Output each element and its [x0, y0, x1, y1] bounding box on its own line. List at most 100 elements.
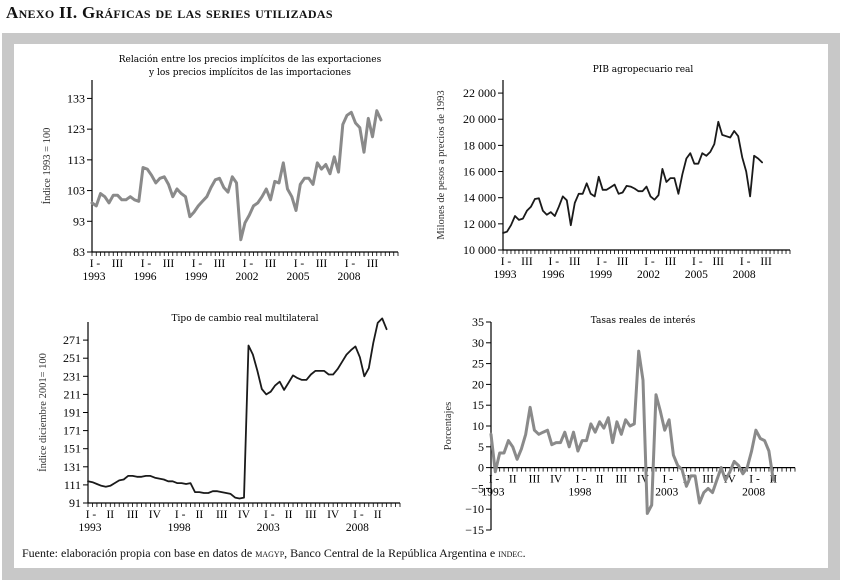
chart3-y-tick-label: 211: [63, 387, 81, 401]
page-heading: Anexo II. Gráficas de las series utiliza…: [6, 3, 333, 23]
chart4-y-tick-label: −10: [465, 502, 484, 516]
chart1-x-year-label: 2002: [236, 271, 259, 283]
chart1-y-tick-label: 123: [67, 122, 85, 136]
chart4-x-tick-label: I -: [576, 474, 587, 486]
chart2-x-tick-label: I -: [692, 256, 703, 268]
chart3-x-year-label: 2008: [346, 522, 369, 534]
chart3-x-tick-label: III: [305, 509, 317, 521]
chart2-x-tick-label: I -: [501, 256, 512, 268]
chart1-x-year-label: 1996: [134, 271, 157, 283]
chart4-x-tick-label: I -: [749, 474, 760, 486]
chart2-x-year-label: 1999: [589, 269, 612, 281]
chart4-y-tick-label: −5: [471, 481, 484, 495]
chart3-y-tick-label: 91: [69, 496, 81, 510]
source-text-3: .: [522, 546, 526, 560]
chart3-x-tick-label: I -: [353, 509, 364, 521]
chart3-y-tick-label: 171: [63, 424, 81, 438]
chart1-y-axis-label: Índice 1993 = 100: [41, 128, 53, 205]
chart4-x-year-label: 2008: [742, 487, 765, 499]
source-text-1: Fuente: elaboración propia con base en d…: [22, 546, 256, 560]
chart2-x-year-label: 2008: [733, 269, 756, 281]
chart1-x-tick-label: III: [316, 258, 328, 270]
chart3-x-tick-label: IV: [327, 509, 340, 521]
chart4-x-year-label: 2003: [655, 487, 678, 499]
chart2-y-tick-label: 22 000: [463, 86, 496, 100]
chart2-x-tick-label: I -: [644, 256, 655, 268]
chart3-y-tick-label: 111: [64, 478, 81, 492]
chart1-x-tick-label: III: [265, 258, 277, 270]
chart1-x-tick-label: III: [163, 258, 175, 270]
chart4-x-year-label: 1993: [482, 487, 505, 499]
chart3-series-line: [87, 317, 388, 500]
chart1-x-tick-label: I -: [192, 258, 203, 270]
chart2-x-tick-label: III: [665, 256, 677, 268]
chart2-x-tick-label: I -: [596, 256, 607, 268]
chart2-x-tick-label: III: [569, 256, 581, 268]
chart3-title-line: Tipo de cambio real multilateral: [172, 314, 319, 324]
chart2-x-year-label: 2005: [685, 269, 708, 281]
chart4-series-line: [489, 349, 775, 515]
chart1-x-tick-label: I -: [141, 258, 152, 270]
source-indec: indec: [498, 546, 523, 560]
chart2-x-tick-label: III: [760, 256, 772, 268]
chart3-x-tick-label: II: [285, 509, 293, 521]
chart4-x-tick-label: III: [529, 474, 541, 486]
chart3-x-tick-label: II: [106, 509, 114, 521]
chart3-x-tick-label: I -: [175, 509, 186, 521]
chart1-y-tick-label: 103: [67, 184, 85, 198]
source-text-2: , Banco Central de la República Argentin…: [284, 546, 499, 560]
chart4-y-tick-label: 10: [472, 419, 484, 433]
chart4-x-tick-label: II: [683, 474, 691, 486]
chart3-x-tick-label: IV: [149, 509, 162, 521]
chart2-x-tick-label: III: [713, 256, 725, 268]
chart3-y-tick-label: 151: [63, 442, 81, 456]
chart1-y-tick-label: 113: [67, 153, 85, 167]
chart3-x-year-label: 1998: [168, 522, 191, 534]
chart3-y-tick-label: 231: [63, 369, 81, 383]
chart3-y-tick-label: 131: [63, 460, 81, 474]
chart2-x-year-label: 1993: [494, 269, 517, 281]
source-magyp: magyp: [255, 546, 285, 560]
chart1-title-line: y los precios implícitos de las importac…: [148, 67, 351, 78]
chart4-x-year-label: 1998: [568, 487, 591, 499]
chart4-x-tick-label: II: [509, 474, 517, 486]
chart1-x-year-label: 2005: [287, 271, 310, 283]
chart4-y-tick-label: −15: [465, 523, 484, 537]
chart4-y-tick-label: 35: [472, 315, 484, 329]
chart3-y-tick-label: 271: [63, 333, 81, 347]
chart3-x-year-label: 2003: [257, 522, 280, 534]
chart2-x-year-label: 2002: [637, 269, 660, 281]
chart2-title-line: PIB agropecuario real: [593, 65, 694, 75]
heading-title: Gráficas de las series utilizadas: [81, 3, 333, 22]
chart1-x-tick-label: I -: [243, 258, 254, 270]
chart3-y-tick-label: 251: [63, 351, 81, 365]
heading-prefix: Anexo II.: [6, 3, 82, 22]
chart3-x-tick-label: II: [196, 509, 204, 521]
chart4-y-tick-label: 30: [472, 336, 484, 350]
chart2-y-axis-label: Milones de pesos a precios de 1993: [436, 90, 447, 239]
chart4-x-tick-label: III: [702, 474, 714, 486]
chart2-y-tick-label: 20 000: [463, 112, 496, 126]
chart4-y-tick-label: 25: [472, 357, 484, 371]
chart4-y-tick-label: 15: [472, 398, 484, 412]
chart1-x-tick-label: I -: [345, 258, 356, 270]
chart2-x-tick-label: III: [521, 256, 533, 268]
chart3-x-tick-label: IV: [238, 509, 251, 521]
chart1-x-tick-label: III: [367, 258, 379, 270]
figure-panel: [14, 44, 828, 568]
chart2-y-tick-label: 18 000: [463, 138, 496, 152]
chart4-x-tick-label: III: [616, 474, 628, 486]
chart1-series-line: [90, 109, 383, 242]
chart2-x-year-label: 1996: [541, 269, 564, 281]
chart1-x-year-label: 1993: [83, 271, 106, 283]
chart1-x-tick-label: III: [112, 258, 124, 270]
source-note: Fuente: elaboración propia con base en d…: [22, 546, 526, 561]
chart3-x-tick-label: I -: [264, 509, 275, 521]
chart3-y-tick-label: 191: [63, 406, 81, 420]
chart4-title-line: Tasas reales de interés: [591, 315, 696, 326]
chart4-y-tick-label: 5: [478, 440, 484, 454]
chart2-x-tick-label: I -: [740, 256, 751, 268]
chart4-y-axis-label: Porcentajes: [443, 402, 454, 450]
chart4-x-tick-label: IV: [550, 474, 563, 486]
chart3-y-axis-label: Índice diciembre 2001= 100: [37, 353, 49, 472]
